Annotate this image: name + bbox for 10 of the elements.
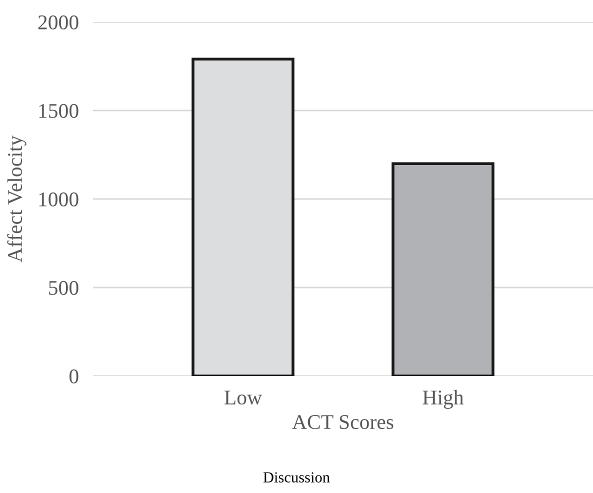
y-tick-label: 2000 <box>38 15 78 30</box>
text: Discussion <box>263 472 330 482</box>
x-tick-label: Low <box>224 390 262 405</box>
y-tick-label: 0 <box>69 369 78 384</box>
x-axis-title: ACT Scores <box>292 415 394 430</box>
y-tick-label: 500 <box>49 280 78 295</box>
y-tick-label: 1500 <box>39 104 78 118</box>
y-axis-title: Affect Velocity <box>7 136 26 262</box>
x-tick-label: High <box>422 390 464 409</box>
y-tick-label: 1000 <box>39 192 78 206</box>
